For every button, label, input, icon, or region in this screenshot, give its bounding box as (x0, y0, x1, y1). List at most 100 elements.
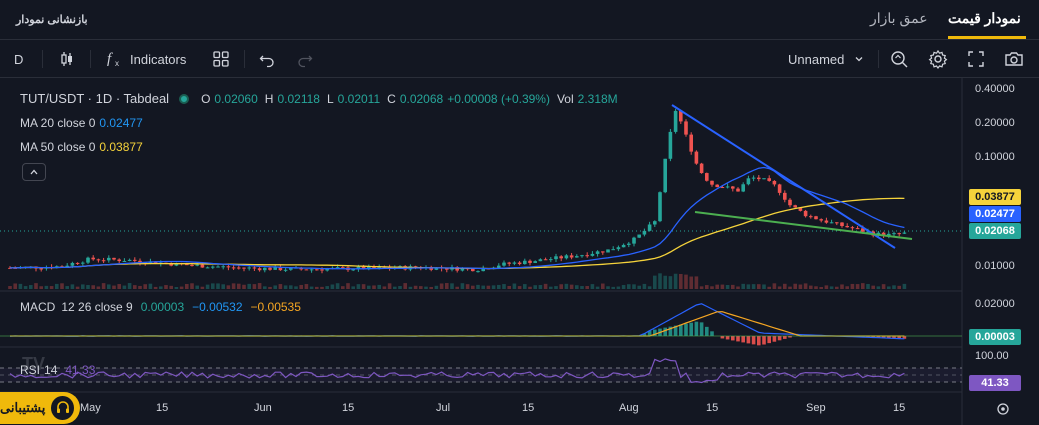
candle-body (694, 151, 699, 164)
candle-body (226, 266, 231, 268)
candle-body (554, 256, 558, 260)
volume-bar (902, 283, 907, 289)
candle-body (611, 249, 615, 251)
candle-body (460, 268, 465, 271)
tab-price-chart[interactable]: نمودار قیمت (948, 10, 1021, 26)
ma20-value: 0.02477 (99, 116, 143, 130)
volume-label: Vol (556, 91, 574, 106)
volume-bar (169, 285, 173, 289)
fullscreen-icon (968, 51, 984, 67)
candle-body (96, 259, 101, 261)
tradingview-logo: TV (22, 354, 45, 374)
axis-settings-icon[interactable] (997, 403, 1009, 415)
candle-body (242, 267, 246, 269)
candle-body (533, 261, 537, 263)
candle-body (309, 269, 314, 271)
screenshot-button[interactable] (1004, 40, 1024, 78)
fullscreen-button[interactable] (967, 40, 985, 78)
camera-icon (1005, 52, 1023, 66)
candle-body (273, 266, 277, 270)
macd-hist-bar (731, 336, 735, 341)
ma20-label: MA 20 close 0 (20, 116, 96, 130)
volume-bar (174, 286, 179, 289)
candle-body (237, 267, 241, 269)
reset-chart-link[interactable]: بازنشانی نمودار (16, 14, 88, 26)
trendline-resistance[interactable] (671, 104, 896, 249)
rsi-line (9, 358, 905, 384)
candle-body (351, 269, 355, 271)
time-label: 15 (893, 402, 905, 414)
change-value: +0.00008 (+0.39%) (447, 91, 550, 106)
volume-bar (793, 283, 797, 289)
volume-bar (699, 286, 704, 289)
rsi-params: 14 (44, 363, 58, 377)
ma50-legend[interactable]: MA 50 close 0 0.03877 (20, 140, 143, 154)
volume-bar (528, 286, 532, 289)
candle-body (211, 266, 215, 268)
volume-bar (153, 286, 158, 289)
candle-type-button[interactable] (58, 40, 76, 78)
macd-hist-bar (705, 326, 709, 336)
layout-name-dropdown[interactable]: Unnamed (788, 40, 864, 78)
candle-body (559, 256, 563, 259)
candle-body (663, 158, 667, 193)
volume-bar (455, 286, 459, 289)
volume-bar (325, 286, 329, 289)
macd-legend[interactable]: MACD 12 26 close 9 0.00003 −0.00532 −0.0… (20, 300, 301, 314)
symbol-title[interactable]: TUT/USDT · 1D · Tabdeal (20, 91, 170, 106)
rsi-legend[interactable]: RSI 14 41.33 (20, 363, 95, 377)
macd-hist-value: 0.00003 (140, 300, 185, 314)
low-label: L (326, 91, 334, 106)
candle-body (699, 163, 704, 174)
candle-body (892, 233, 896, 235)
price-tick: 0.40000 (975, 83, 1015, 95)
macd-label: MACD (20, 300, 56, 314)
undo-icon (259, 55, 274, 68)
settings-button[interactable] (928, 40, 948, 78)
interval-button[interactable]: D (14, 51, 24, 67)
volume-bar (476, 284, 480, 289)
volume-bar (330, 284, 335, 289)
volume-bar (403, 283, 407, 289)
candle-body (471, 268, 475, 272)
support-button[interactable]: پشتیبانی (0, 392, 80, 424)
redo-button[interactable] (296, 40, 314, 78)
candle-body (632, 237, 636, 244)
volume-bar (205, 284, 210, 289)
candle-body (341, 267, 345, 269)
volume-bar (538, 285, 543, 289)
candle-body (445, 268, 449, 270)
ma20-legend[interactable]: MA 20 close 0 0.02477 (20, 116, 143, 130)
volume-bar (34, 283, 38, 289)
undo-button[interactable] (258, 40, 276, 78)
candle-body (268, 267, 272, 270)
time-label: 15 (156, 402, 168, 414)
candle-body (819, 219, 823, 221)
volume-bar (569, 284, 574, 289)
volume-bar (689, 276, 693, 289)
candle-body (881, 232, 886, 237)
layouts-button[interactable] (212, 40, 230, 78)
quick-search-button[interactable] (889, 40, 909, 78)
last-price-badge: 0.02068 (969, 223, 1021, 239)
price-chart[interactable]: 0.40000 0.20000 0.10000 0.01000 0.02000 … (0, 78, 1039, 425)
volume-bar (101, 283, 106, 289)
candle-body (65, 265, 69, 267)
trendline-support[interactable] (694, 211, 913, 240)
volume-bar (491, 285, 496, 289)
top-bar: بازنشانی نمودار عمق بازار نمودار قیمت (0, 0, 1039, 40)
volume-bar (632, 284, 636, 289)
candle-body (736, 188, 740, 192)
volume-bar (361, 284, 366, 289)
candle-body (850, 227, 855, 229)
macd-value: −0.00532 (192, 300, 243, 314)
volume-bar (840, 284, 844, 289)
macd-hist-bar (699, 322, 704, 336)
tab-market-depth[interactable]: عمق بازار (870, 10, 928, 26)
candle-body (684, 121, 688, 135)
indicators-label: Indicators (130, 51, 187, 67)
collapse-legend-button[interactable] (22, 163, 46, 181)
candle-body (653, 221, 657, 225)
volume-bar (304, 284, 309, 289)
